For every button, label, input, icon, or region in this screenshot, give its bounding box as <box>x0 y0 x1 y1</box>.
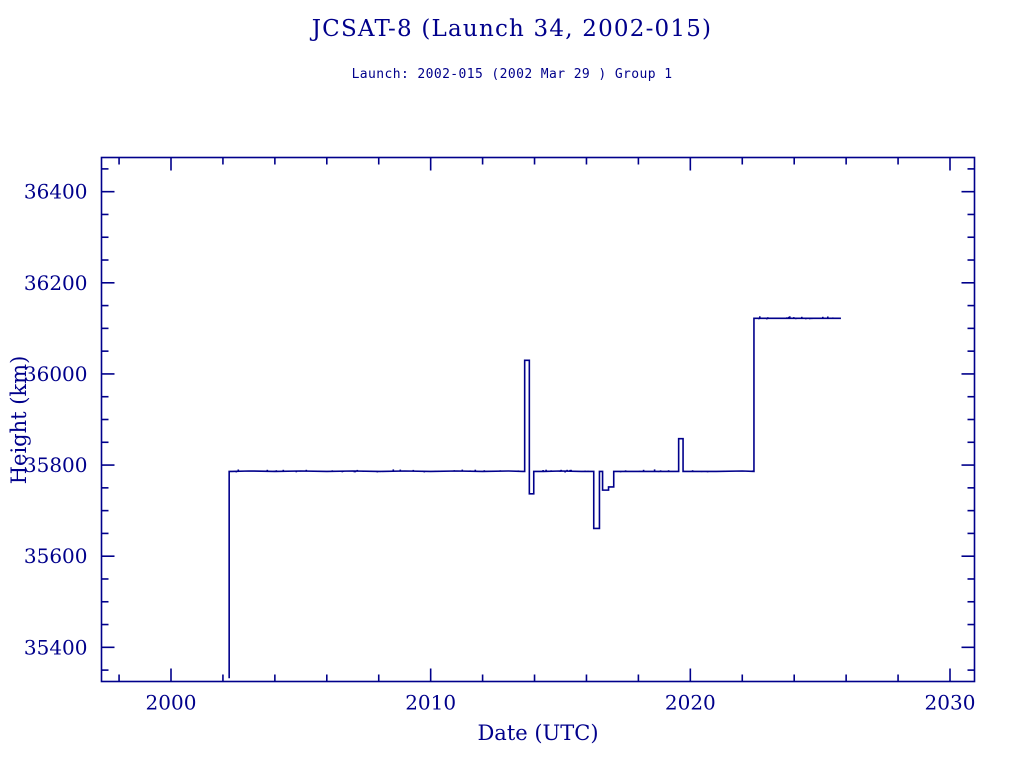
y-tick-label: 36000 <box>24 362 88 386</box>
series-height-noise <box>233 316 834 473</box>
y-tick-label: 35600 <box>24 544 88 568</box>
y-tick-label: 35400 <box>24 635 88 659</box>
y-axis-ticks <box>101 168 975 671</box>
series-height-line <box>228 317 841 679</box>
y-tick-label: 36200 <box>24 271 88 295</box>
y-tick-label: 35800 <box>24 453 88 477</box>
x-tick-label: 2010 <box>405 691 456 715</box>
x-tick-label: 2000 <box>146 691 197 715</box>
y-tick-label: 36400 <box>24 180 88 204</box>
x-axis-title: Date (UTC) <box>477 721 598 745</box>
page-subtitle: Launch: 2002-015 (2002 Mar 29 ) Group 1 <box>351 67 673 82</box>
x-axis-tick-labels: 2000 2010 2020 2030 <box>146 691 976 715</box>
x-axis-ticks <box>118 157 951 682</box>
x-tick-label: 2030 <box>925 691 976 715</box>
x-tick-label: 2020 <box>665 691 716 715</box>
y-axis-tick-labels: 35400 35600 35800 36000 36200 36400 <box>24 180 88 660</box>
page-title: JCSAT-8 (Launch 34, 2002-015) <box>311 16 713 42</box>
data-series-layer <box>228 316 841 679</box>
plot-frame <box>100 156 976 683</box>
y-axis-title: Height (km) <box>7 356 31 485</box>
